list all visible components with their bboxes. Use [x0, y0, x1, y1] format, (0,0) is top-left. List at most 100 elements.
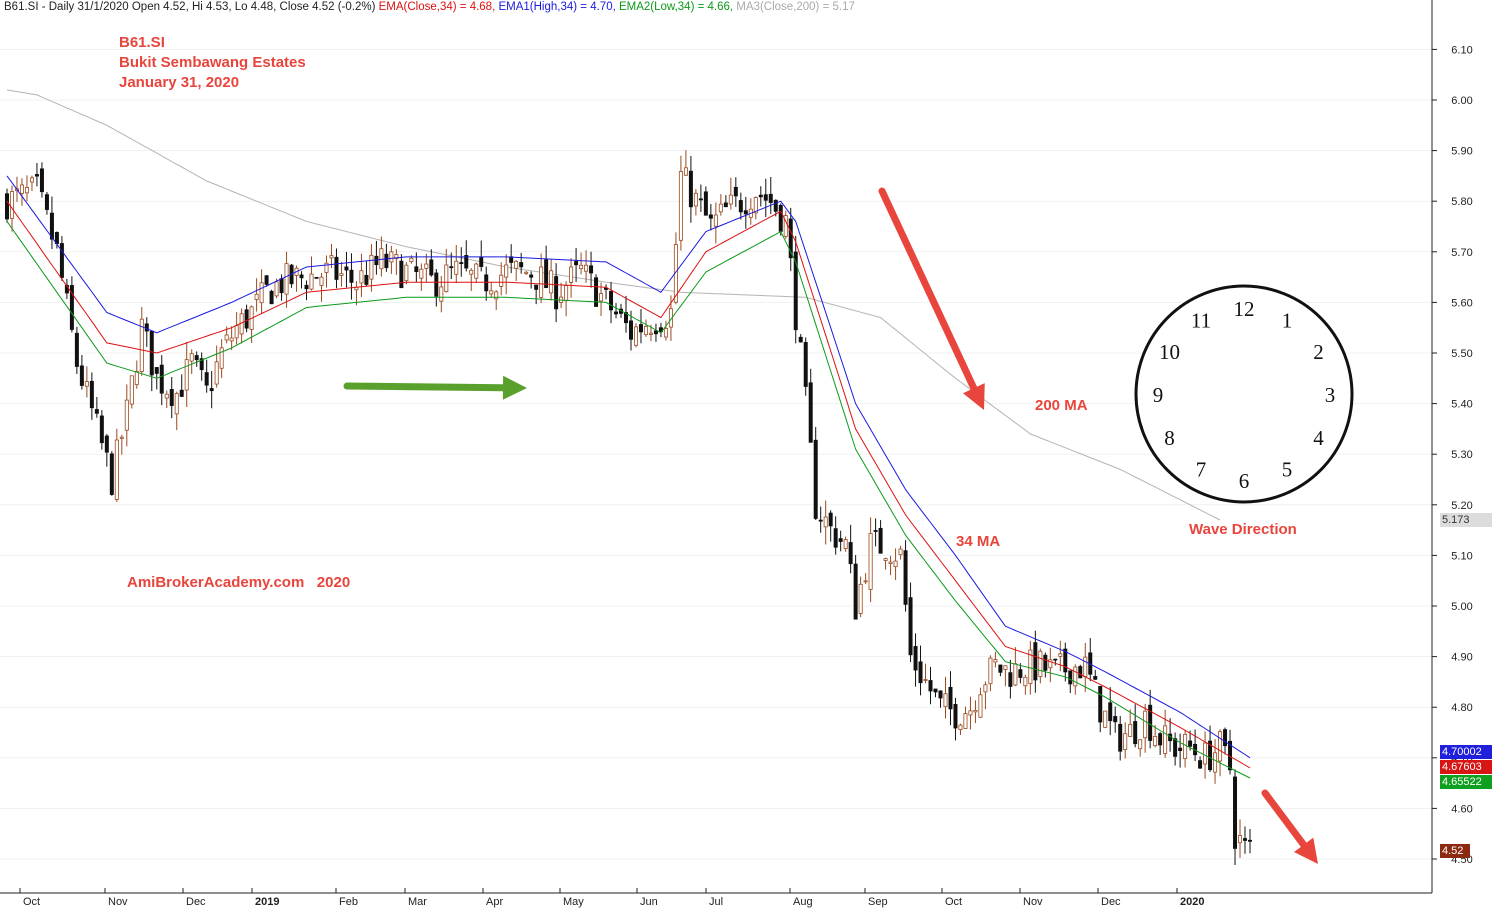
ema-close-value-tag: 4.67603 — [1440, 760, 1492, 774]
candle-body — [574, 261, 579, 266]
x-tick-label: Aug — [793, 896, 813, 908]
candle-body — [1233, 776, 1238, 849]
candle-body — [683, 167, 688, 176]
candle-body — [848, 542, 853, 565]
candle-body — [284, 263, 289, 295]
candle-body — [648, 332, 653, 335]
clock-number: 9 — [1153, 383, 1164, 407]
candle-body — [234, 325, 239, 339]
candle-body — [5, 193, 10, 220]
candle-body — [763, 194, 768, 201]
x-tick-label: Mar — [408, 896, 427, 908]
candle-body — [149, 330, 154, 376]
candle-body — [1153, 736, 1158, 747]
candle-body — [913, 646, 918, 671]
candle-body — [114, 439, 119, 500]
candle-body — [773, 199, 778, 212]
candle-body — [1158, 733, 1163, 746]
candle-body — [788, 218, 793, 259]
ma200-series — [6, 89, 1221, 521]
candle-body — [489, 290, 494, 295]
x-tick-label: Oct — [945, 896, 962, 908]
candle-body — [454, 260, 459, 275]
candle-body — [878, 527, 883, 554]
clock-number: 7 — [1196, 457, 1207, 481]
candle-body — [404, 264, 409, 282]
y-tick-label: 5.50 — [1451, 348, 1472, 360]
candle-body — [1078, 666, 1083, 679]
candle-body — [39, 168, 44, 193]
y-tick-label: 4.90 — [1451, 652, 1472, 664]
candle-body — [893, 560, 898, 568]
candle-body — [479, 257, 484, 267]
clock-face — [1134, 284, 1354, 504]
candle-body — [434, 272, 439, 297]
candle-body — [439, 286, 444, 302]
candle-body — [978, 694, 983, 718]
ma200-value-tag: 5.173 — [1440, 513, 1492, 527]
candle-body — [1038, 650, 1043, 677]
candle-body — [94, 409, 99, 414]
candle-body — [1013, 663, 1018, 686]
x-tick-label: Jul — [709, 896, 723, 908]
candle-body — [504, 264, 509, 278]
company-label: Bukit Sembawang Estates — [119, 54, 306, 71]
candle-body — [938, 690, 943, 699]
candle-body — [274, 281, 279, 297]
candle-body — [693, 192, 698, 207]
candle-body — [898, 548, 903, 556]
candle-body — [963, 713, 968, 729]
candle-body — [214, 361, 219, 385]
candle-body — [1048, 659, 1053, 669]
y-tick-label: 5.70 — [1451, 247, 1472, 259]
ticker-label: B61.SI — [119, 34, 165, 51]
arrow-shaft — [1261, 789, 1308, 849]
candle-body — [534, 284, 539, 290]
y-tick-label: 4.60 — [1451, 803, 1472, 815]
candle-body — [99, 415, 104, 444]
candle-body — [1018, 669, 1023, 678]
candle-body — [633, 326, 638, 346]
clock-number: 3 — [1325, 383, 1336, 407]
x-tick-label: Nov — [1023, 896, 1043, 908]
candle-body — [948, 686, 953, 710]
candle-body — [379, 248, 384, 270]
candle-body — [359, 270, 364, 284]
candle-body — [204, 372, 209, 386]
candle-body — [828, 512, 833, 527]
candle-body — [1198, 760, 1203, 769]
candle-body — [179, 389, 184, 397]
clock-number: 11 — [1191, 309, 1211, 333]
candle-body — [1028, 649, 1033, 684]
candle-body — [663, 328, 668, 338]
y-tick-label: 5.80 — [1451, 196, 1472, 208]
candle-body — [928, 680, 933, 692]
candle-body — [883, 558, 888, 561]
candle-body — [474, 263, 479, 279]
arrow-head — [1294, 837, 1318, 864]
clock-number: 2 — [1313, 340, 1324, 364]
candle-body — [923, 679, 928, 681]
ma200-readout: MA3(Close,200) = 5.17 — [736, 1, 855, 13]
candle-body — [119, 436, 124, 439]
watermark-label: AmiBrokerAcademy.com 2020 — [127, 574, 351, 591]
y-tick-label: 5.40 — [1451, 399, 1472, 411]
candle-body — [1163, 725, 1168, 754]
candle-body — [1188, 740, 1193, 747]
candle-body — [688, 170, 693, 208]
candle-body — [109, 453, 114, 495]
candle-body — [953, 703, 958, 729]
candle-body — [1113, 716, 1118, 723]
ema-low-readout: EMA2(Low,34) = 4.66, — [618, 1, 734, 13]
candle-body — [1183, 733, 1188, 759]
candle-body — [494, 291, 499, 300]
candle-body — [384, 253, 389, 269]
candle-body — [209, 388, 214, 392]
candle-body — [469, 269, 474, 275]
y-tick-label: 5.90 — [1451, 146, 1472, 158]
candle-body — [1173, 738, 1178, 757]
candle-body — [564, 285, 569, 302]
candle-body — [743, 210, 748, 215]
candle-body — [753, 197, 758, 214]
candle-body — [1058, 653, 1063, 657]
